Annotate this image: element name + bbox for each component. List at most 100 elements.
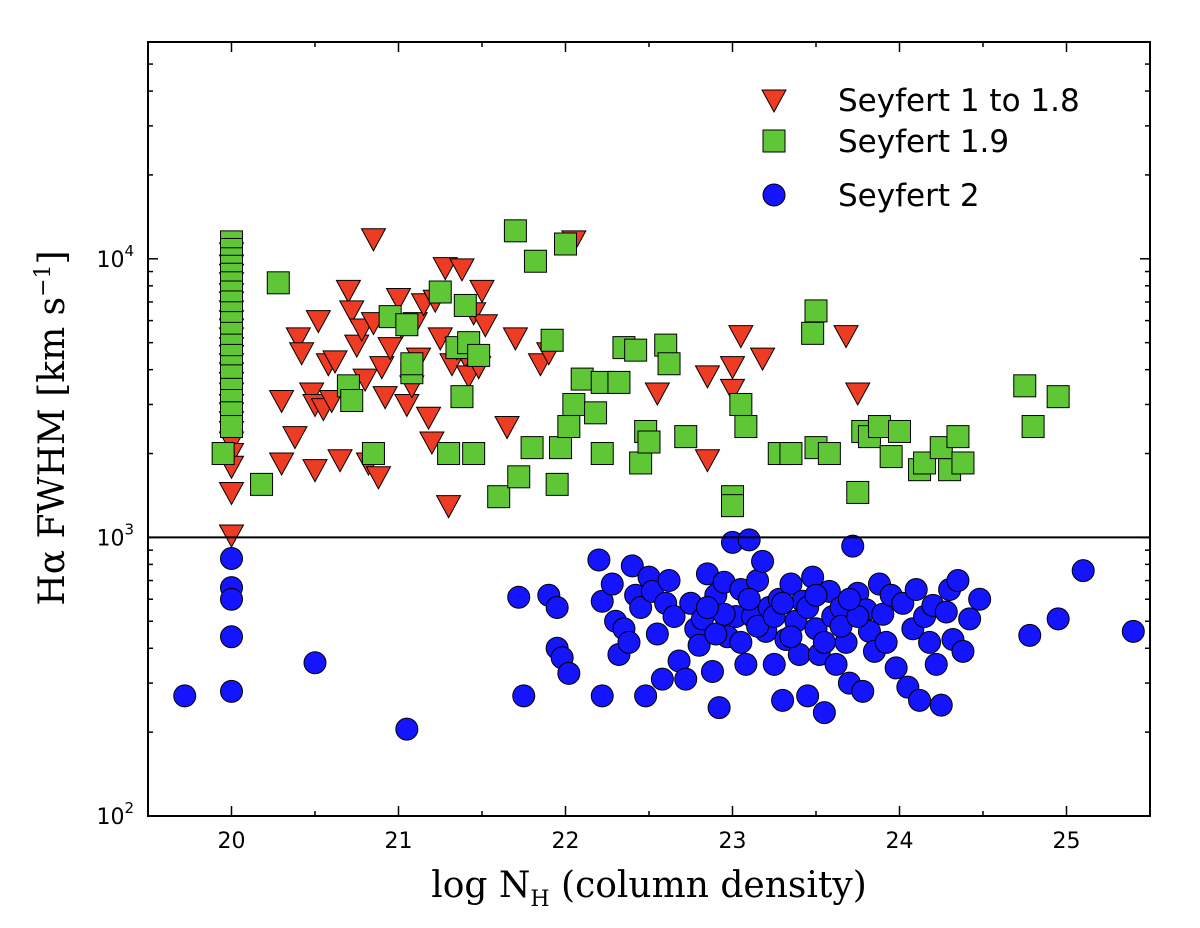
data-point-triangle-down (218, 524, 245, 549)
data-point-square (888, 419, 911, 443)
data-point-square (507, 465, 531, 489)
legend: Seyfert 1 to 1.8 Seyfert 1.9 Seyfert 2 (761, 83, 1080, 214)
data-point-square (523, 249, 547, 273)
data-point-triangle-down (844, 382, 871, 406)
data-point-circle (796, 684, 820, 708)
data-point-square (220, 415, 243, 439)
data-point-circle (929, 693, 953, 717)
data-point-square (437, 442, 461, 466)
data-point-triangle-down (502, 327, 529, 351)
data-point-circle (958, 607, 982, 631)
data-point-triangle-down (472, 314, 499, 338)
data-point-square (1013, 374, 1037, 398)
data-point-circle (762, 652, 786, 676)
data-point-circle (951, 639, 975, 663)
data-point-triangle-down (728, 325, 754, 349)
data-point-circle (512, 684, 536, 708)
data-point-triangle-down (469, 279, 495, 304)
data-point-triangle-down (298, 382, 325, 406)
y-axis-title-sup: −1 (31, 264, 56, 296)
data-point-circle (645, 622, 669, 646)
data-point-square (674, 425, 698, 449)
data-point-circle (1121, 619, 1145, 643)
data-point-square (657, 352, 681, 376)
data-point-square (467, 343, 491, 367)
data-point-triangle-down (372, 386, 398, 410)
axis-ticks: 20 21 22 23 24 25 102 103 104 (96, 41, 1151, 854)
data-point-square (520, 436, 544, 460)
data-point-circle (220, 625, 243, 649)
data-point-circle (657, 569, 681, 593)
data-point-circle (871, 602, 895, 626)
data-point-square (266, 271, 290, 295)
data-point-circle (779, 572, 803, 596)
data-point-triangle-down (322, 350, 348, 374)
data-point-square (450, 385, 474, 409)
data-point-square (734, 415, 758, 439)
data-point-triangle-down (385, 288, 412, 312)
data-point-circle (874, 630, 898, 654)
y-axis-title: Hα FWHM [km s−1] (31, 250, 73, 605)
data-point-circle (617, 630, 641, 654)
x-tick-label: 23 (719, 829, 747, 854)
data-point-square (637, 430, 661, 454)
x-tick-label: 24 (886, 829, 914, 854)
data-point-circle (779, 625, 803, 649)
data-point-square (548, 436, 572, 460)
legend-marker-square (762, 129, 786, 153)
data-point-triangle-down (432, 257, 459, 281)
data-point-circle (737, 587, 761, 611)
data-point-circle (700, 660, 724, 684)
data-point-square (540, 328, 564, 352)
x-axis-title-rest: (column density) (550, 865, 867, 906)
data-point-circle (918, 630, 942, 654)
data-point-square (867, 415, 891, 439)
data-point-circle (884, 656, 908, 680)
y-axis-title-rest: ] (32, 250, 73, 264)
data-point-circle (904, 578, 928, 602)
data-point-circle (707, 696, 731, 720)
data-point-triangle-down (218, 481, 245, 506)
data-point-square (250, 472, 274, 496)
data-point-circle (395, 717, 419, 741)
series-circle (173, 528, 1145, 741)
data-point-circle (695, 596, 719, 620)
y-tick-label: 102 (96, 799, 134, 830)
data-point-triangle-down (449, 258, 475, 282)
data-point-square (846, 480, 870, 504)
data-point-circle (1046, 607, 1070, 631)
data-point-square (624, 338, 648, 362)
data-point-square (879, 445, 903, 469)
data-point-circle (557, 661, 581, 685)
data-point-circle (545, 596, 569, 620)
data-point-circle (303, 651, 327, 675)
x-axis-title-main: log N (431, 865, 530, 906)
legend-label: Seyfert 1.9 (838, 124, 1009, 160)
data-point-triangle-down (268, 452, 295, 477)
data-point-triangle-down (377, 337, 403, 361)
data-point-triangle-down (719, 356, 746, 380)
data-point-square (729, 392, 753, 416)
data-point-square (607, 370, 631, 394)
data-point-square (211, 442, 235, 466)
data-point-circle (946, 569, 970, 593)
data-point-triangle-down (288, 342, 315, 366)
data-point-triangle-down (394, 393, 420, 418)
data-point-triangle-down (305, 310, 332, 334)
data-point-circle (587, 548, 611, 572)
data-point-square (554, 232, 577, 256)
data-point-circle (734, 652, 758, 676)
data-point-square (340, 389, 364, 413)
data-point-circle (908, 688, 932, 712)
legend-marker-circle (762, 183, 786, 207)
data-point-triangle-down (719, 378, 746, 403)
data-point-triangle-down (282, 426, 308, 450)
data-point-triangle-down (285, 327, 312, 351)
data-point-square (428, 280, 452, 304)
data-point-circle (968, 587, 992, 611)
x-tick-label: 22 (552, 829, 580, 854)
data-point-square (590, 442, 614, 466)
data-point-circle (1018, 623, 1042, 647)
data-point-circle (841, 534, 865, 558)
